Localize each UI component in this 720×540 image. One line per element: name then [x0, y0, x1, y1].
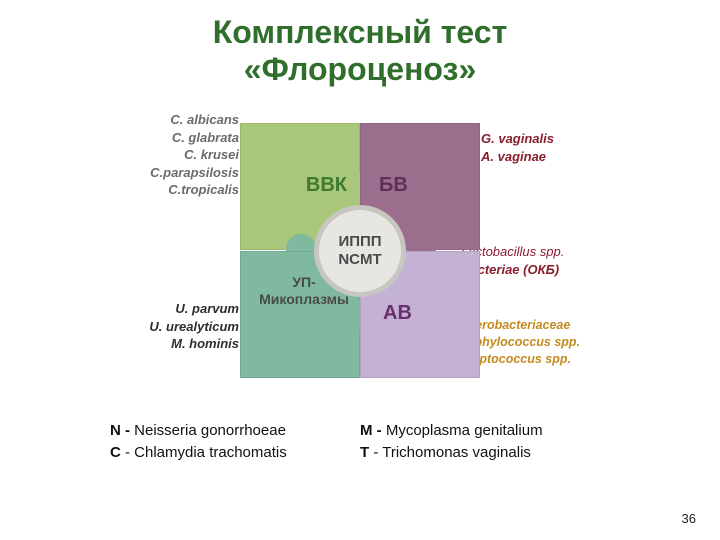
piece-label: БВ	[379, 174, 408, 197]
annot-bottom-left: U. parvum U. urealyticum M. hominis	[134, 300, 239, 353]
center-line2: NCMT	[338, 251, 381, 269]
title-line2: «Флороценоз»	[0, 51, 720, 88]
puzzle: ВВК БВ УП- Микоплазмы АВ ИППП NCMT	[240, 123, 480, 378]
annot-top-left: C. albicans C. glabrata C. krusei C.para…	[134, 111, 239, 199]
slide-title: Комплексный тест «Флороценоз»	[0, 0, 720, 88]
page-number: 36	[682, 511, 696, 526]
legend: N - Neisseria gonorrhoeae M - Mycoplasma…	[110, 420, 630, 464]
title-line1: Комплексный тест	[0, 14, 720, 51]
diagram: C. albicans C. glabrata C. krusei C.para…	[140, 105, 580, 395]
piece-label: АВ	[383, 302, 412, 325]
annot-top-right: G. vaginalis A. vaginae	[481, 130, 586, 165]
piece-label: ВВК	[306, 174, 347, 197]
center-circle: ИППП NCMT	[314, 205, 406, 297]
center-line1: ИППП	[338, 233, 381, 251]
